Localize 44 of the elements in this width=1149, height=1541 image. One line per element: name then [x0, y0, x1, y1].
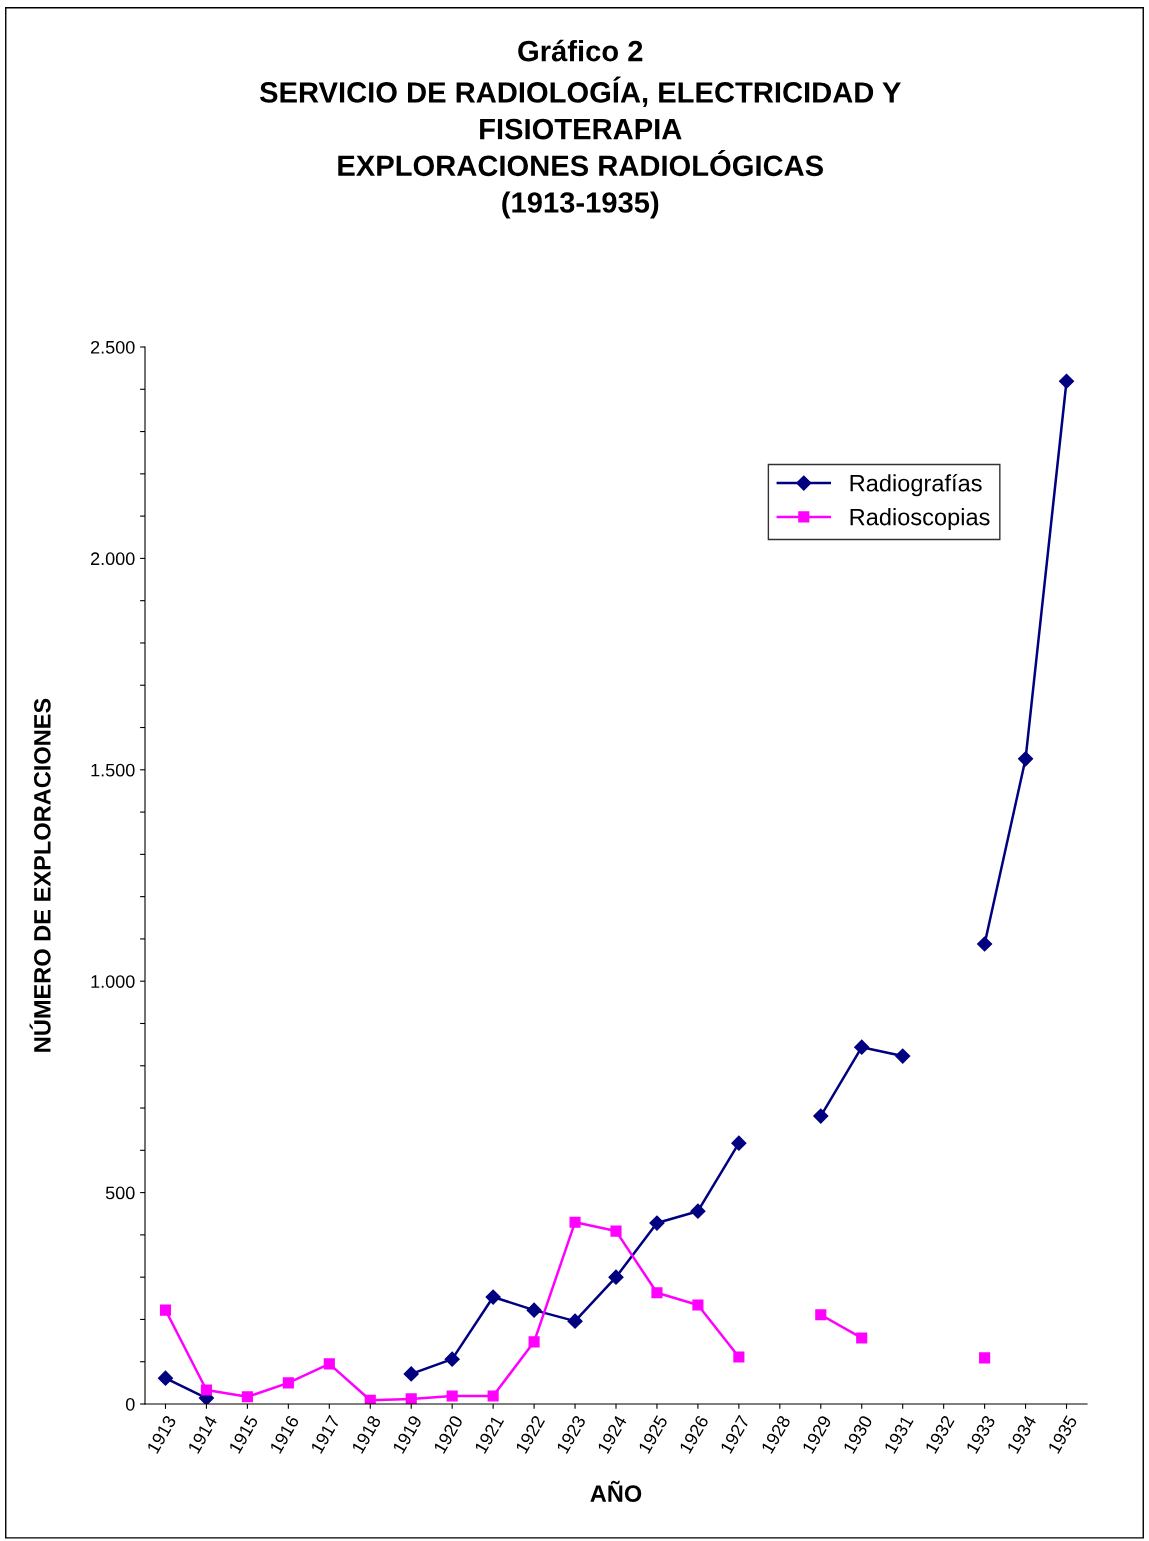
legend-label: Radioscopias	[850, 508, 990, 531]
y-tick-label: 1.000	[91, 975, 135, 988]
x-axis-title: AÑO	[590, 1480, 642, 1503]
point	[977, 936, 993, 952]
point	[731, 1135, 747, 1151]
point	[854, 1039, 870, 1055]
point	[485, 1289, 501, 1305]
point	[815, 1309, 827, 1321]
point	[446, 1390, 458, 1402]
point	[733, 1351, 745, 1363]
point	[526, 1302, 542, 1318]
y-tick-label: 1.500	[91, 763, 135, 777]
point	[200, 1384, 212, 1396]
point	[651, 1287, 663, 1299]
point	[569, 1216, 581, 1228]
point	[444, 1351, 460, 1367]
point	[649, 1215, 665, 1231]
point	[813, 1108, 829, 1124]
point	[323, 1358, 335, 1370]
point	[159, 1304, 172, 1316]
point	[241, 1391, 253, 1403]
point	[567, 1313, 583, 1329]
legend-label: Radiografías	[850, 473, 982, 497]
point	[690, 1203, 706, 1219]
chart-title: Gráfico 2 SERVICIO DE RADIOLOGÍA, ELECTRICIDAD Y FISIOTERAPIA EXPLORACIONES RADIOLÓGICAS (1913-1935)	[259, 39, 901, 219]
point	[895, 1048, 911, 1064]
point	[1017, 751, 1034, 767]
y-tick-label: 0	[125, 1397, 135, 1411]
point	[282, 1377, 294, 1389]
point	[692, 1299, 704, 1311]
point	[610, 1225, 622, 1237]
point	[157, 1370, 174, 1386]
point	[608, 1269, 624, 1285]
point	[856, 1332, 868, 1344]
y-tick-label: 2.500	[91, 340, 135, 354]
y-axis-title: NÚMERO DE EXPLORACIONES	[29, 698, 51, 1052]
point	[487, 1390, 499, 1402]
point	[403, 1366, 419, 1382]
y-tick-label: 2.000	[91, 552, 135, 566]
y-tick-label: 500	[105, 1186, 135, 1200]
point	[405, 1393, 417, 1404]
point	[528, 1336, 540, 1348]
point	[979, 1352, 991, 1364]
point	[1058, 373, 1075, 389]
